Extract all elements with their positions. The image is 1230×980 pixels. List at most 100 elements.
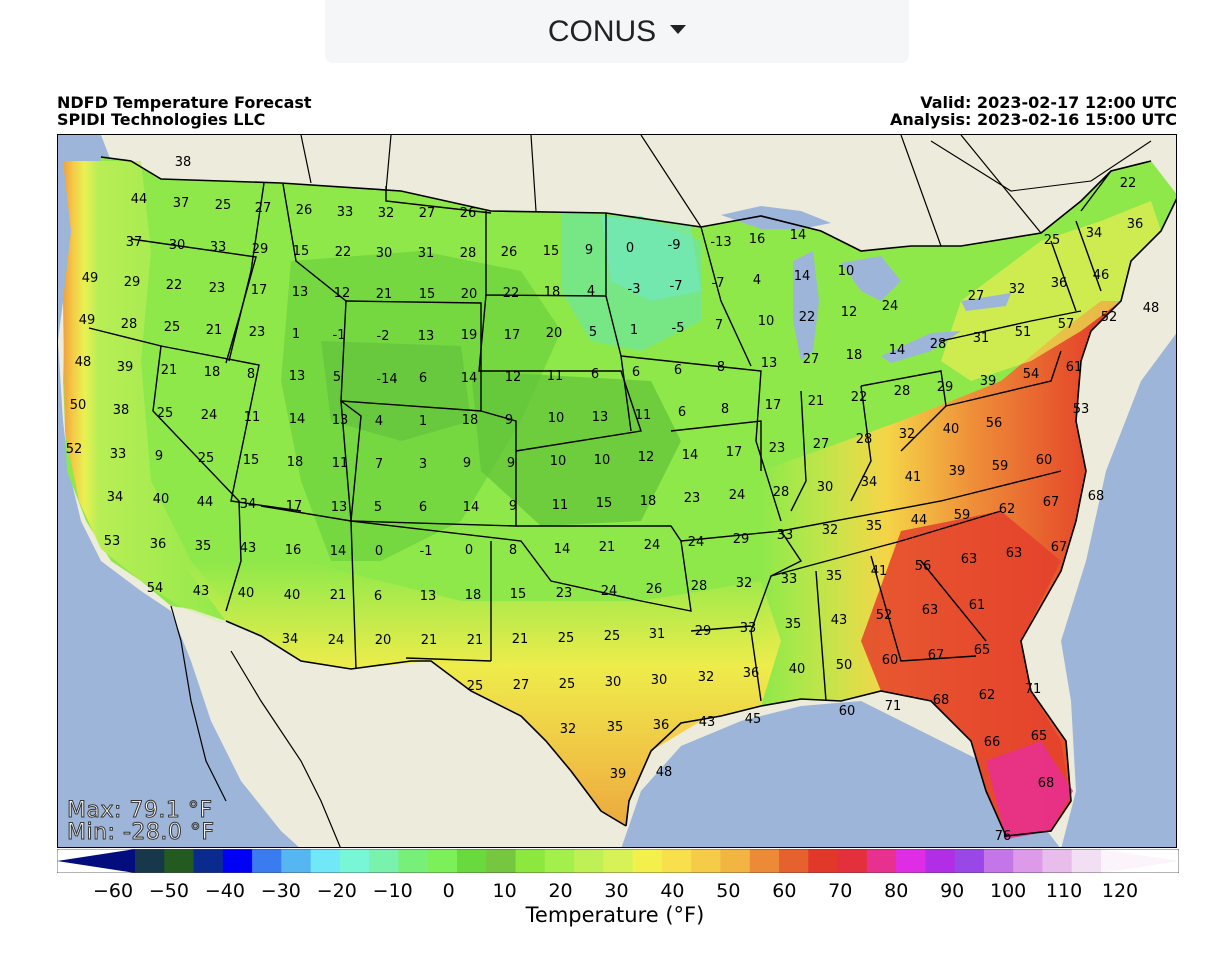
temperature-label: 12 [841,305,858,320]
colorbar-tick-label: −40 [204,880,245,902]
temperature-label: 60 [839,704,856,719]
temperature-label: 14 [461,371,478,386]
temperature-label: 3 [419,457,427,472]
lake-huron [841,256,901,301]
temperature-label: 53 [104,534,121,549]
temperature-label: 12 [334,286,351,301]
valid-time: Valid: 2023-02-17 12:00 UTC [920,93,1177,112]
analysis-time: Analysis: 2023-02-16 15:00 UTC [889,110,1177,129]
temperature-label: 56 [986,416,1003,431]
temperature-label: 0 [465,543,473,558]
temperature-label: 4 [587,284,595,299]
region-selector[interactable]: CONUS [325,0,909,63]
temperature-label: 32 [560,722,577,737]
colorbar-cell [135,849,165,873]
temperature-label: 25 [559,677,576,692]
temperature-label: 31 [649,627,666,642]
temperature-label: 9 [505,413,513,428]
temperature-label: 34 [282,632,299,647]
temperature-label: 22 [851,390,868,405]
gulf-of-mexico [621,701,1060,847]
temperature-label: 23 [249,325,266,340]
temperature-label: 6 [674,363,682,378]
temperature-label: 14 [554,542,571,557]
colorbar-cell [398,849,429,873]
temperature-label: 50 [70,398,87,413]
colorbar-cell [1071,849,1102,873]
temperature-label: -7 [670,279,683,294]
colorbar-tick-label: 90 [940,880,965,902]
colorbar-tick-label: 0 [442,880,455,902]
colorbar-cell [369,849,399,873]
temperature-label: 48 [1143,301,1160,316]
temperature-label: 20 [375,633,392,648]
temperature-label: 0 [626,241,634,256]
colorbar-cell [310,849,341,873]
colorbar-cell [749,849,780,873]
temperature-label: 4 [753,273,761,288]
temperature-label: 22 [166,278,183,293]
temperature-label: 13 [592,410,609,425]
temperature-label: 29 [124,275,141,290]
temperature-label: 29 [733,532,750,547]
temperature-label: 67 [1043,495,1060,510]
colorbar-cell [427,849,458,873]
atlantic-ocean [1061,333,1176,847]
colorbar-cell [252,849,282,873]
colorbar-tick-label: 50 [716,880,741,902]
temperature-label: 15 [543,244,560,259]
temperature-label: 56 [915,559,932,574]
temperature-label: 30 [651,673,668,688]
temperature-label: 14 [794,269,811,284]
temperature-label: 39 [949,464,966,479]
temperature-label: 27 [968,289,985,304]
temperature-label: -2 [377,329,390,344]
temperature-label: 68 [1038,776,1055,791]
temperature-label: 20 [461,287,478,302]
temperature-label: 25 [215,198,232,213]
temperature-label: 13 [420,589,437,604]
temperature-label: 52 [66,442,83,457]
temperature-label: 17 [765,398,782,413]
temperature-label: 13 [331,500,348,515]
temperature-label: 21 [161,363,178,378]
temperature-label: 13 [332,413,349,428]
temperature-label: 13 [289,369,306,384]
temperature-label: -3 [628,282,641,297]
colorbar-tick-label: 40 [660,880,685,902]
temperature-label: 48 [656,765,673,780]
colorbar-cell [486,849,517,873]
temperature-label: 6 [591,367,599,382]
temperature-label: 20 [546,326,563,341]
temperature-label: 14 [289,412,306,427]
colorbar-cell [925,849,956,873]
colorbar-tick-label: −30 [260,880,301,902]
temperature-label: 15 [596,496,613,511]
temperature-label: 19 [461,328,478,343]
temperature-label: -14 [376,372,397,387]
temperature-label: 8 [721,402,729,417]
temperature-label: 63 [922,603,939,618]
temperature-label: 62 [999,502,1016,517]
temperature-label: -1 [333,328,346,343]
temperature-label: 31 [418,246,435,261]
temperature-label: 24 [688,535,705,550]
temperature-label: 68 [933,693,950,708]
temperature-label: 71 [1025,682,1042,697]
temperature-label: 44 [197,495,214,510]
temperature-label: 24 [601,584,618,599]
temperature-label: 28 [773,485,790,500]
temperature-label: 44 [911,513,928,528]
colorbar-tick-label: 60 [772,880,797,902]
temperature-label: 27 [803,352,820,367]
temperature-label: 13 [761,356,778,371]
temperature-label: 62 [979,688,996,703]
colorbar-tick-label: 120 [1101,880,1139,902]
colorbar-cell [983,849,1014,873]
temperature-label: -1 [420,544,433,559]
colorbar-tick-label: 110 [1045,880,1083,902]
temperature-label: 24 [882,299,899,314]
temperature-label: 32 [899,427,916,442]
